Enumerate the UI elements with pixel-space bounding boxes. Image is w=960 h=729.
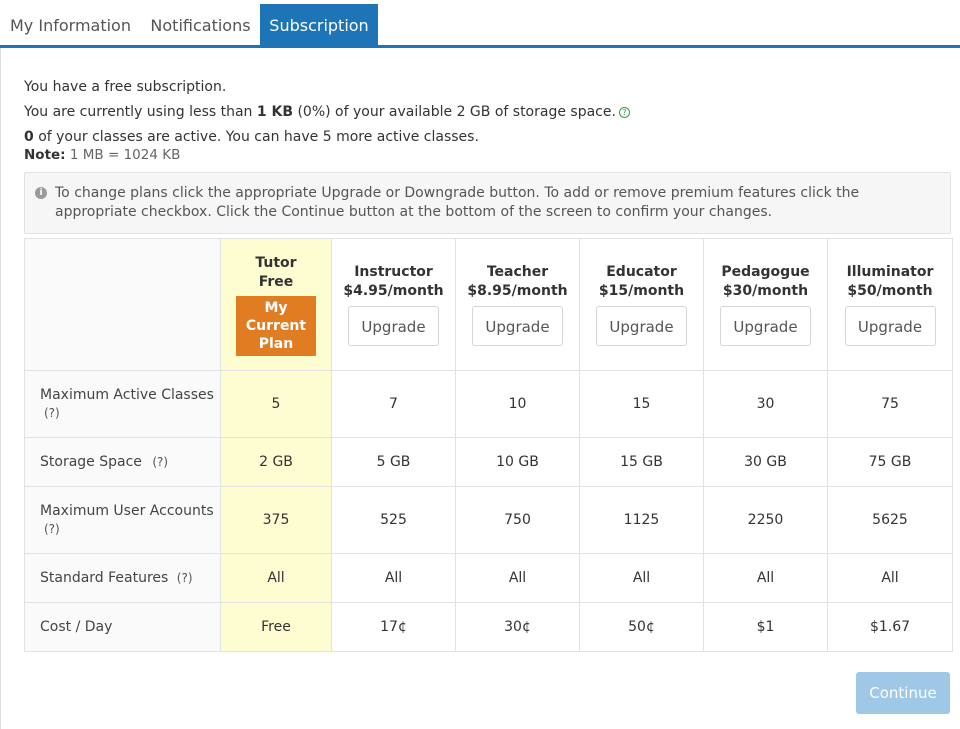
table-cell: 30 bbox=[703, 370, 828, 438]
note-label: Note: bbox=[24, 147, 66, 163]
plan-header-pedagogue: Pedagogue $30/month Upgrade bbox=[703, 238, 828, 371]
page-left-border bbox=[0, 47, 1, 729]
upgrade-button-teacher[interactable]: Upgrade bbox=[472, 306, 563, 346]
upgrade-button-instructor[interactable]: Upgrade bbox=[348, 306, 439, 346]
tab-notifications[interactable]: Notifications bbox=[150, 16, 251, 35]
table-cell: All bbox=[220, 553, 332, 603]
storage-help-icon[interactable]: ? bbox=[618, 107, 630, 118]
row-label: Standard Features (?) bbox=[24, 553, 221, 603]
table-cell: 2250 bbox=[703, 486, 828, 554]
plan-price: Free bbox=[258, 273, 294, 290]
plan-price: $50/month bbox=[847, 283, 933, 299]
current-plan-badge: My Current Plan bbox=[236, 295, 316, 356]
table-cell: 750 bbox=[455, 486, 580, 554]
row-max-user-accounts: Maximum User Accounts (?) 375 525 750 112… bbox=[24, 486, 953, 554]
row-max-active-classes: Maximum Active Classes (?) 5 7 10 15 30 7… bbox=[24, 370, 953, 438]
plans-header-row: Tutor Free My Current Plan Instructor $4… bbox=[24, 238, 953, 371]
row-storage-space: Storage Space (?) 2 GB 5 GB 10 GB 15 GB … bbox=[24, 437, 953, 487]
table-cell: 75 bbox=[827, 370, 953, 438]
plan-header-tutor: Tutor Free My Current Plan bbox=[220, 238, 332, 371]
help-link[interactable]: (?) bbox=[152, 455, 169, 469]
upgrade-button-illuminator[interactable]: Upgrade bbox=[844, 306, 936, 346]
row-label: Maximum Active Classes (?) bbox=[24, 370, 221, 438]
plan-name: Educator bbox=[606, 264, 677, 280]
table-cell: 1125 bbox=[579, 486, 704, 554]
row-label-text: Maximum User Accounts bbox=[40, 503, 214, 519]
table-cell: 2 GB bbox=[220, 437, 332, 487]
plan-price: $15/month bbox=[598, 283, 685, 299]
table-cell: 10 bbox=[455, 370, 580, 438]
table-cell: 5625 bbox=[827, 486, 953, 554]
header-empty-cell bbox=[24, 238, 221, 371]
row-label: Cost / Day bbox=[24, 602, 221, 652]
table-cell: 15 GB bbox=[579, 437, 704, 487]
table-cell: Free bbox=[220, 602, 332, 652]
table-cell: All bbox=[703, 553, 828, 603]
plan-name: Pedagogue bbox=[721, 264, 810, 280]
table-cell: All bbox=[331, 553, 456, 603]
plan-price: $8.95/month bbox=[467, 283, 568, 299]
tab-my-information[interactable]: My Information bbox=[10, 16, 131, 35]
help-link[interactable]: (?) bbox=[176, 571, 193, 585]
plan-price: $30/month bbox=[722, 283, 809, 299]
plan-header-educator: Educator $15/month Upgrade bbox=[579, 238, 704, 371]
table-cell: 375 bbox=[220, 486, 332, 554]
table-cell: 5 bbox=[220, 370, 332, 438]
help-link[interactable]: (?) bbox=[44, 406, 60, 420]
table-cell: 50¢ bbox=[579, 602, 704, 652]
table-cell: 15 bbox=[579, 370, 704, 438]
table-cell: All bbox=[579, 553, 704, 603]
tab-bar: My Information Notifications Subscriptio… bbox=[0, 0, 960, 48]
note-value: 1 MB = 1024 KB bbox=[65, 147, 181, 163]
table-cell: 75 GB bbox=[827, 437, 953, 487]
table-cell: 525 bbox=[331, 486, 456, 554]
table-cell: $1 bbox=[703, 602, 828, 652]
upgrade-button-pedagogue[interactable]: Upgrade bbox=[720, 306, 811, 346]
storage-usage: You are currently using less than 1 KB (… bbox=[24, 104, 630, 120]
storage-usage-post: (0%) of your available 2 GB of storage s… bbox=[293, 104, 616, 120]
table-cell: 5 GB bbox=[331, 437, 456, 487]
plan-name: Illuminator bbox=[846, 264, 934, 280]
row-label-text: Maximum Active Classes bbox=[40, 387, 214, 403]
tab-subscription[interactable]: Subscription bbox=[260, 4, 378, 45]
row-cost-per-day: Cost / Day Free 17¢ 30¢ 50¢ $1 $1.67 bbox=[24, 602, 953, 652]
plan-name: Tutor bbox=[255, 254, 297, 271]
info-icon: i bbox=[35, 187, 47, 199]
active-classes-status: 0 of your classes are active. You can ha… bbox=[24, 129, 479, 145]
row-standard-features: Standard Features (?) All All All All Al… bbox=[24, 553, 953, 603]
table-cell: All bbox=[455, 553, 580, 603]
plan-name: Instructor bbox=[354, 264, 433, 280]
row-label-text: Cost / Day bbox=[40, 619, 113, 635]
note: Note: 1 MB = 1024 KB bbox=[24, 147, 180, 163]
info-alert: i To change plans click the appropriate … bbox=[24, 172, 951, 234]
table-cell: 30 GB bbox=[703, 437, 828, 487]
row-label: Maximum User Accounts (?) bbox=[24, 486, 221, 554]
continue-button[interactable]: Continue bbox=[856, 672, 950, 714]
plan-header-illuminator: Illuminator $50/month Upgrade bbox=[827, 238, 953, 371]
storage-usage-pre: You are currently using less than bbox=[24, 104, 257, 120]
row-label: Storage Space (?) bbox=[24, 437, 221, 487]
table-cell: All bbox=[827, 553, 953, 603]
table-cell: 7 bbox=[331, 370, 456, 438]
plan-header-instructor: Instructor $4.95/month Upgrade bbox=[331, 238, 456, 371]
plan-name: Teacher bbox=[486, 264, 549, 280]
plans-table: Tutor Free My Current Plan Instructor $4… bbox=[24, 238, 953, 652]
row-label-text: Storage Space bbox=[40, 454, 142, 470]
row-label-text: Standard Features bbox=[40, 570, 169, 586]
table-cell: 10 GB bbox=[455, 437, 580, 487]
active-classes-text: of your classes are active. You can have… bbox=[33, 129, 479, 145]
alert-text: To change plans click the appropriate Up… bbox=[55, 185, 860, 220]
plan-price: $4.95/month bbox=[343, 283, 444, 299]
active-classes-count: 0 bbox=[24, 129, 34, 145]
table-cell: 30¢ bbox=[455, 602, 580, 652]
help-link[interactable]: (?) bbox=[44, 522, 60, 536]
storage-usage-amount: 1 KB bbox=[256, 104, 294, 120]
table-cell: 17¢ bbox=[331, 602, 456, 652]
table-cell: $1.67 bbox=[827, 602, 953, 652]
subscription-status: You have a free subscription. bbox=[24, 79, 227, 95]
plan-header-teacher: Teacher $8.95/month Upgrade bbox=[455, 238, 580, 371]
upgrade-button-educator[interactable]: Upgrade bbox=[596, 306, 687, 346]
